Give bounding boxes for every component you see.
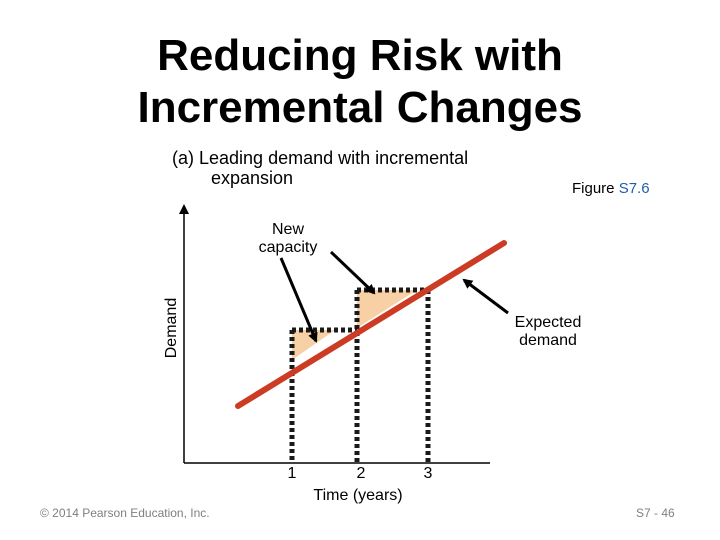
x-axis-label: Time (years) — [313, 487, 402, 504]
slide-title: Reducing Risk with Incremental Changes — [0, 30, 720, 134]
capacity-fill-step-2 — [357, 290, 417, 328]
figure-reference: Figure S7.6 — [572, 180, 650, 197]
x-tick-label-1: 1 — [288, 465, 297, 482]
x-tick-label-3: 3 — [424, 465, 433, 482]
new-capacity-arrow-1 — [279, 257, 318, 343]
diagram-subtitle: (a) Leading demand with incremental expa… — [172, 148, 468, 188]
new-capacity-label-line-2: capacity — [259, 239, 318, 256]
new-capacity-arrow-2 — [329, 250, 376, 295]
expected-demand-line — [235, 240, 507, 409]
capacity-outline-step-1 — [289, 290, 360, 463]
expected-demand-arrow — [462, 278, 509, 315]
slide-title-line-1: Reducing Risk with — [157, 31, 563, 80]
expected-demand-label-line-1: Expected — [515, 314, 582, 331]
figure-reference-number: S7.6 — [618, 180, 650, 197]
capacity-fill-step-1 — [292, 330, 335, 360]
subtitle-line-2: expansion — [211, 168, 294, 188]
figure-reference-prefix: Figure — [572, 180, 619, 197]
x-tick-label-2: 2 — [357, 465, 366, 482]
copyright-notice: © 2014 Pearson Education, Inc. — [40, 506, 210, 520]
new-capacity-label-line-1: New — [272, 221, 304, 238]
subtitle-line-1: (a) Leading demand with incremental — [172, 148, 469, 168]
capacity-outline-step-2 — [357, 287, 431, 463]
slide-title-line-2: Incremental Changes — [137, 83, 583, 132]
expected-demand-label-line-2: demand — [519, 332, 577, 349]
slide-page-number: S7 - 46 — [636, 506, 675, 520]
y-axis-label: Demand — [163, 298, 180, 358]
